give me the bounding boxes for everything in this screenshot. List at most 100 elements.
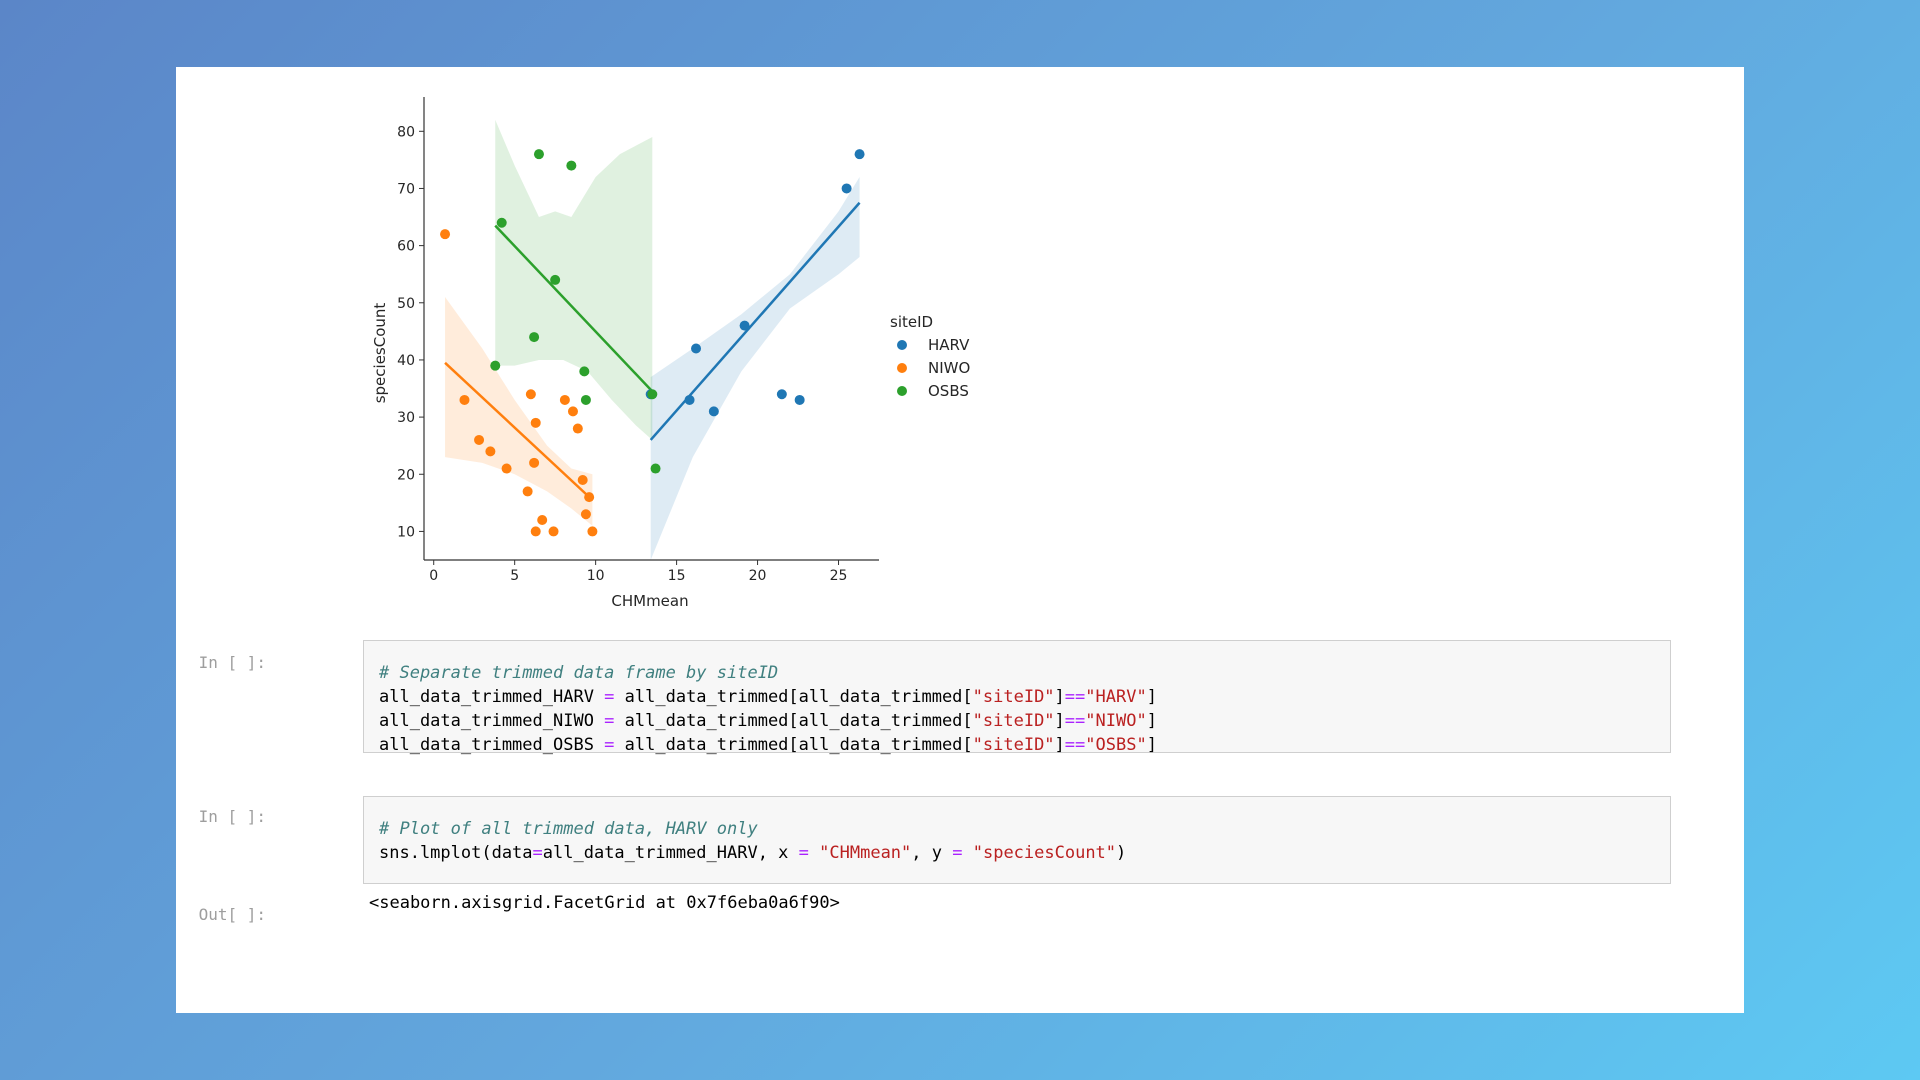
point-niwo bbox=[580, 509, 591, 520]
code-token: # Plot of all trimmed data, HARV only bbox=[379, 819, 758, 839]
point-harv bbox=[691, 343, 702, 354]
code-line: # Plot of all trimmed data, HARV only bbox=[379, 817, 1655, 841]
code-cell-2[interactable]: # Plot of all trimmed data, HARV only sns… bbox=[363, 796, 1671, 884]
point-osbs bbox=[529, 332, 540, 343]
y-tick-label: 50 bbox=[397, 296, 415, 312]
y-tick-label: 20 bbox=[397, 467, 415, 483]
point-niwo bbox=[485, 446, 496, 457]
notebook-panel: 0 5 10 15 20 25 10 20 30 40 50 60 70 80 CHMmean speci… bbox=[176, 67, 1744, 1013]
code-token: all_data_trimmed_NIWO bbox=[379, 711, 605, 731]
code-token bbox=[962, 843, 972, 863]
point-harv bbox=[739, 320, 750, 331]
point-harv bbox=[776, 389, 787, 400]
point-niwo bbox=[530, 526, 541, 537]
code-cell-1[interactable]: # Separate trimmed data frame by siteID a… bbox=[363, 640, 1671, 755]
x-tick-label: 15 bbox=[668, 568, 686, 584]
code-line: sns.lmplot(data=all_data_trimmed_HARV, x… bbox=[379, 841, 1655, 865]
code-token: "siteID" bbox=[972, 711, 1055, 731]
legend-marker-osbs bbox=[897, 386, 907, 396]
fit-line-harv bbox=[649, 201, 861, 441]
point-niwo bbox=[525, 389, 536, 400]
legend-label-harv: HARV bbox=[928, 336, 970, 354]
point-niwo bbox=[501, 463, 512, 474]
y-tick-label: 10 bbox=[397, 524, 415, 540]
code-token: = bbox=[604, 687, 615, 707]
point-niwo bbox=[522, 486, 533, 497]
y-tick-label: 70 bbox=[397, 181, 415, 197]
point-harv bbox=[708, 406, 719, 417]
lmplot-chart: 0 5 10 15 20 25 10 20 30 40 50 60 70 80 CHMmean speci… bbox=[371, 97, 970, 610]
confidence-bands bbox=[445, 119, 860, 560]
point-niwo bbox=[572, 423, 583, 434]
code-token: # Separate trimmed data frame by siteID bbox=[379, 663, 779, 683]
point-niwo bbox=[577, 474, 588, 485]
code-token: = bbox=[604, 711, 615, 731]
legend-marker-harv bbox=[897, 340, 907, 350]
code-token: ] bbox=[1146, 687, 1157, 707]
band-harv bbox=[650, 177, 860, 560]
code-token: "HARV" bbox=[1085, 687, 1147, 707]
point-osbs bbox=[647, 389, 658, 400]
x-tick-label: 5 bbox=[510, 568, 519, 584]
x-axis-label: CHMmean bbox=[611, 592, 688, 610]
cell-1-prompt: In [ ]: bbox=[198, 653, 266, 672]
code-token: "CHMmean" bbox=[819, 843, 912, 863]
point-osbs bbox=[579, 366, 590, 377]
code-token: ] bbox=[1054, 711, 1065, 731]
code-token: sns.lmplot(data bbox=[379, 843, 533, 863]
point-niwo bbox=[559, 394, 570, 405]
code-line: all_data_trimmed_HARV = all_data_trimmed… bbox=[379, 685, 1655, 709]
y-tick-label: 40 bbox=[397, 353, 415, 369]
code-token: ] bbox=[1054, 687, 1065, 707]
legend-label-niwo: NIWO bbox=[928, 359, 970, 377]
x-tick-label: 10 bbox=[587, 568, 605, 584]
code-token: all_data_trimmed_HARV bbox=[379, 687, 605, 707]
code-token: = bbox=[952, 843, 963, 863]
code-token: "siteID" bbox=[972, 687, 1055, 707]
code-token: ) bbox=[1116, 843, 1127, 863]
legend-label-osbs: OSBS bbox=[928, 382, 969, 400]
code-token: == bbox=[1064, 687, 1086, 707]
code-token: all_data_trimmed[all_data_trimmed[ bbox=[614, 711, 973, 731]
point-niwo bbox=[537, 514, 548, 525]
y-tick-label: 80 bbox=[397, 124, 415, 140]
code-token: all_data_trimmed_HARV, x bbox=[542, 843, 799, 863]
scatter-points bbox=[440, 149, 865, 537]
point-niwo bbox=[440, 229, 451, 240]
code-token: all_data_trimmed_OSBS bbox=[379, 735, 605, 755]
code-token: ] bbox=[1054, 735, 1065, 755]
cell-2-prompt: In [ ]: bbox=[198, 807, 266, 826]
point-osbs bbox=[650, 463, 661, 474]
cell-2-output: <seaborn.axisgrid.FacetGrid at 0x7f6eba0… bbox=[369, 893, 840, 913]
x-tick-label: 25 bbox=[830, 568, 848, 584]
code-token bbox=[809, 843, 819, 863]
code-token: = bbox=[604, 735, 615, 755]
band-niwo bbox=[445, 297, 593, 526]
point-osbs bbox=[550, 274, 561, 285]
point-osbs bbox=[490, 360, 501, 371]
legend-title: siteID bbox=[890, 313, 933, 331]
x-tick-label: 0 bbox=[429, 568, 438, 584]
code-token: "NIWO" bbox=[1085, 711, 1147, 731]
code-token: all_data_trimmed[all_data_trimmed[ bbox=[614, 687, 973, 707]
code-cell-1-source[interactable]: # Separate trimmed data frame by siteID a… bbox=[364, 641, 1670, 777]
point-harv bbox=[841, 183, 852, 194]
y-axis-label: speciesCount bbox=[371, 303, 389, 404]
code-token: = bbox=[798, 843, 809, 863]
point-harv bbox=[794, 394, 805, 405]
point-osbs bbox=[566, 160, 577, 171]
point-niwo bbox=[548, 526, 559, 537]
code-token: all_data_trimmed[all_data_trimmed[ bbox=[614, 735, 973, 755]
point-harv bbox=[854, 149, 865, 160]
code-line: all_data_trimmed_OSBS = all_data_trimmed… bbox=[379, 733, 1655, 757]
code-token: == bbox=[1064, 735, 1086, 755]
y-tick-label: 30 bbox=[397, 410, 415, 426]
point-niwo bbox=[530, 417, 541, 428]
point-niwo bbox=[459, 394, 470, 405]
code-cell-2-source[interactable]: # Plot of all trimmed data, HARV only sns… bbox=[364, 797, 1670, 885]
legend-marker-niwo bbox=[897, 363, 907, 373]
point-osbs bbox=[580, 394, 591, 405]
code-token: "siteID" bbox=[972, 735, 1055, 755]
point-niwo bbox=[567, 406, 578, 417]
point-niwo bbox=[529, 457, 540, 468]
